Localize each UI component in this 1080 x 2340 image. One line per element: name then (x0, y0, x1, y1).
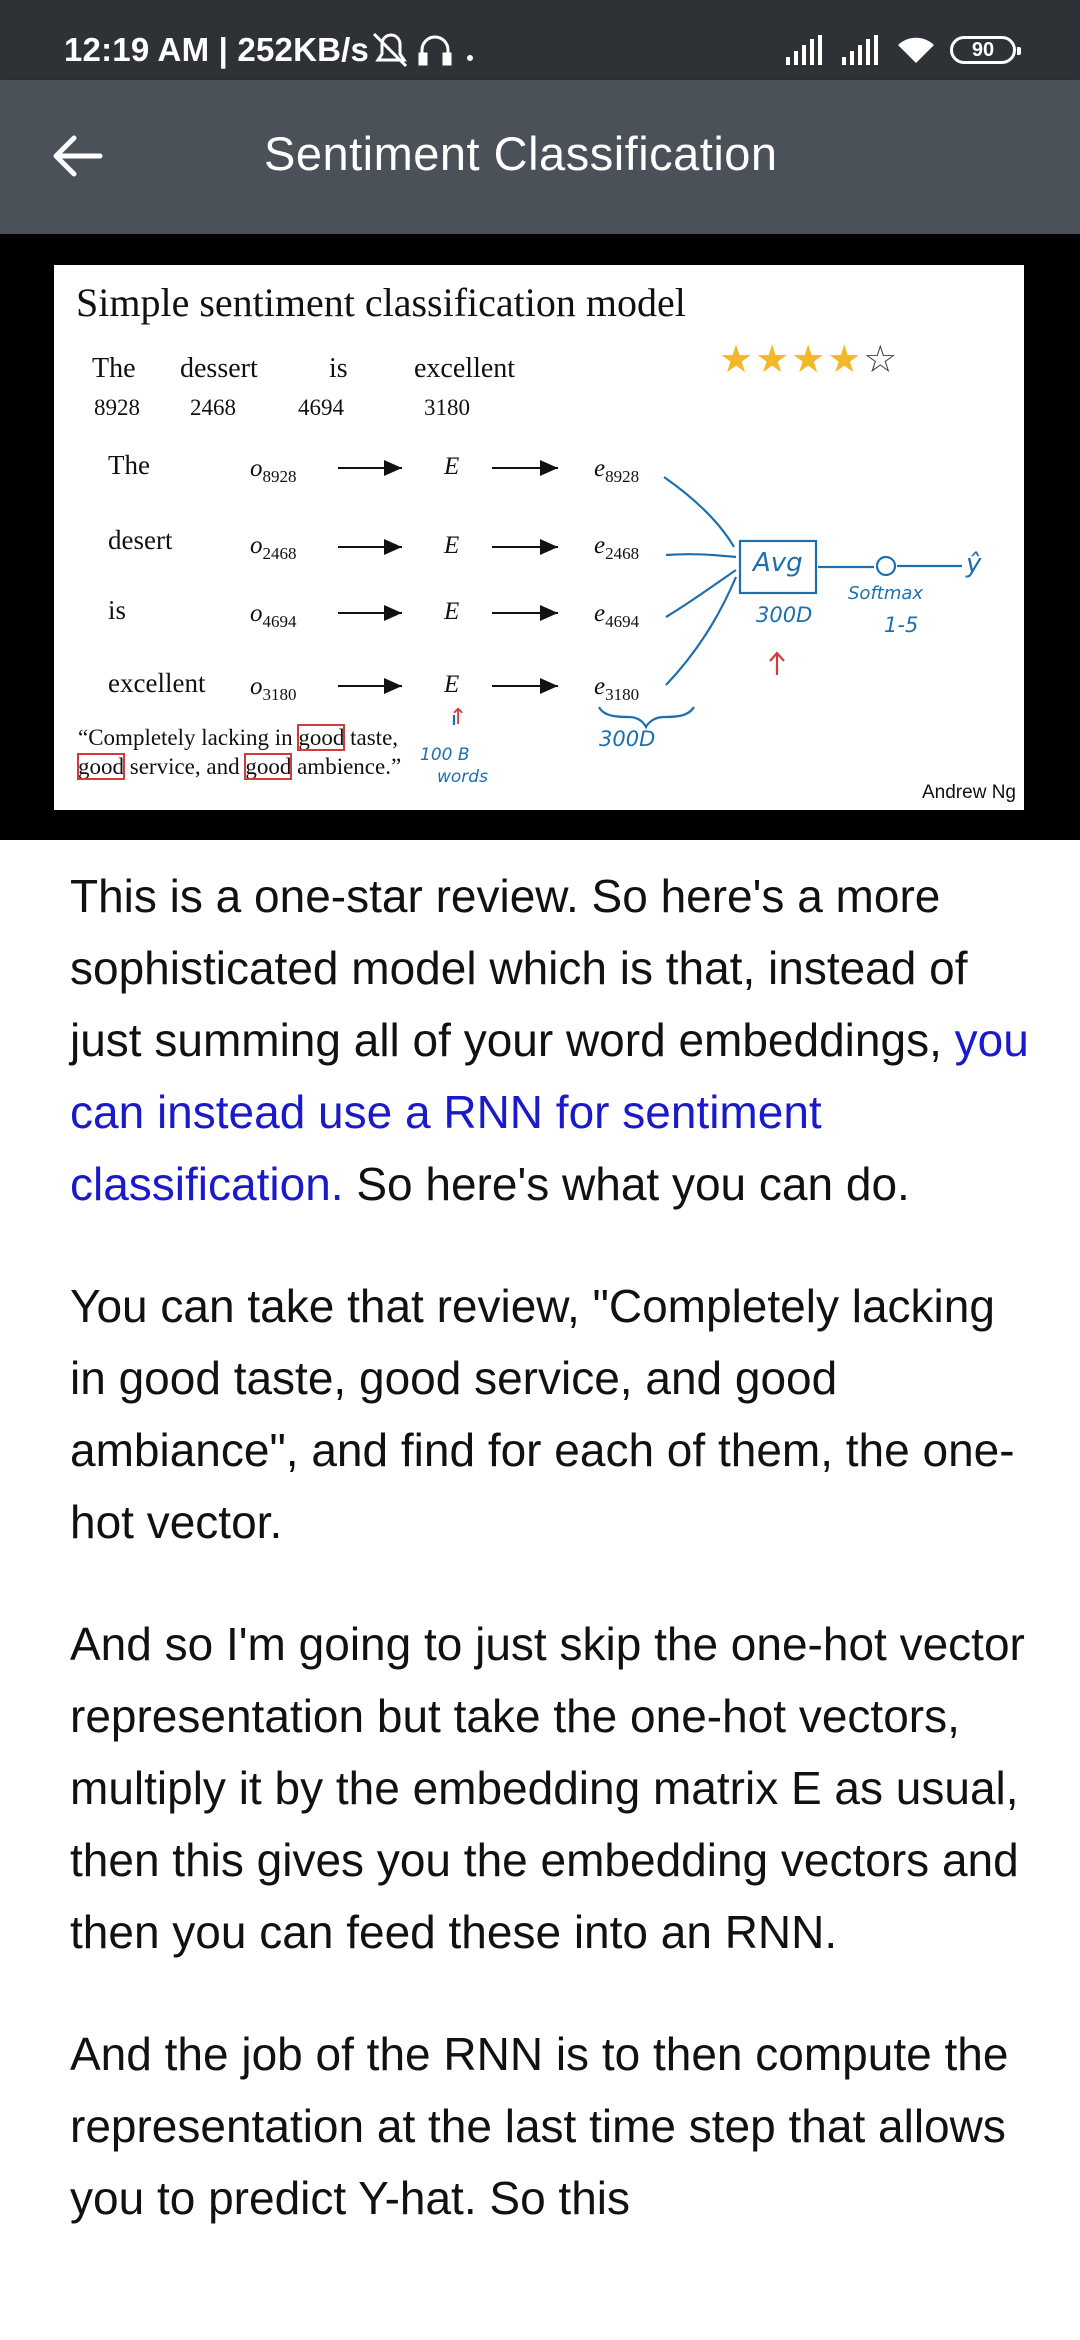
status-time: 12:19 AM | 252KB/s (64, 31, 370, 68)
rating-range-label: 1-5 (884, 613, 919, 637)
row-word: desert (108, 525, 173, 555)
paragraph: This is a one-star review. So here's a m… (70, 870, 1029, 1210)
star-rating: ★★★★☆ (719, 337, 899, 382)
star-empty-icon: ☆ (863, 339, 900, 381)
row-word: excellent (108, 668, 206, 698)
signal-icon (786, 35, 822, 65)
page-title: Sentiment Classification (264, 127, 778, 180)
up-arrow-annotation: ↑ (449, 705, 468, 730)
word-index: 3180 (424, 395, 470, 420)
onehot-vector: o4694 (250, 600, 297, 631)
onehot-vector: o2468 (250, 532, 297, 563)
sentence-word: dessert (180, 353, 258, 384)
corpus-size-label: 100 B (420, 745, 470, 765)
wifi-icon (898, 37, 934, 63)
status-notification-icons (372, 32, 473, 68)
embedding-vector: e4694 (594, 600, 640, 631)
word-index: 4694 (298, 395, 344, 420)
softmax-label: Softmax (848, 583, 924, 604)
word-index: 2468 (190, 395, 236, 420)
row-word: The (108, 450, 150, 480)
sentence-word: The (92, 353, 136, 384)
paragraph: And the job of the RNN is to then comput… (70, 2028, 1009, 2224)
highlighted-word: good (297, 724, 346, 751)
embedding-dimension-label: 300D (599, 727, 656, 751)
slide-author: Andrew Ng (922, 782, 1016, 803)
app-bar: Sentiment Classification (0, 80, 1080, 234)
embedding-matrix: E (444, 598, 460, 625)
embedding-vector: e3180 (594, 673, 640, 704)
embedding-matrix: E (444, 532, 460, 559)
corpus-size-label-2: words (437, 767, 488, 787)
embedding-matrix: E (444, 671, 460, 698)
embedding-vector: e2468 (594, 532, 640, 563)
lecture-slide: Simple sentiment classification model Th… (54, 265, 1024, 810)
battery-icon: 90 (950, 36, 1021, 64)
slide-title: Simple sentiment classification model (76, 280, 686, 325)
mute-bell-icon (372, 32, 408, 68)
embedding-vector: e8928 (594, 455, 640, 486)
row-word: is (108, 595, 127, 625)
slide-arrows (338, 460, 962, 730)
article-body: This is a one-star review. So here's a m… (70, 860, 1030, 2284)
status-right: 90 (784, 30, 1021, 70)
arrow-left-icon[interactable] (48, 126, 108, 186)
onehot-vector: o8928 (250, 455, 297, 486)
battery-level: 90 (971, 38, 995, 61)
review-quote: “Completely lacking in good taste, good … (77, 724, 402, 780)
star-filled-icon: ★★★★ (719, 339, 864, 381)
paragraph: You can take that review, "Completely la… (70, 1280, 1015, 1548)
sentence-word: excellent (414, 353, 516, 384)
embedding-matrix: E (444, 453, 460, 480)
word-index: 8928 (94, 395, 140, 420)
signal-icon-2 (842, 35, 878, 65)
highlighted-text[interactable]: you can instead use a RNN for sentiment … (70, 1014, 1029, 1210)
paragraph: And so I'm going to just skip the one-ho… (70, 1618, 1025, 1958)
avg-label: Avg (753, 548, 803, 578)
highlighted-word: good (244, 753, 293, 780)
onehot-vector: o3180 (250, 673, 297, 704)
dot-icon (467, 55, 473, 61)
status-bar: 12:19 AM | 252KB/s 90 (0, 0, 1080, 80)
headset-icon (418, 35, 452, 66)
y-hat-label: ŷ (966, 549, 982, 579)
highlighted-word: good (77, 753, 125, 780)
avg-dimension-label: 300D (756, 603, 813, 627)
sentence-word: is (329, 353, 348, 384)
